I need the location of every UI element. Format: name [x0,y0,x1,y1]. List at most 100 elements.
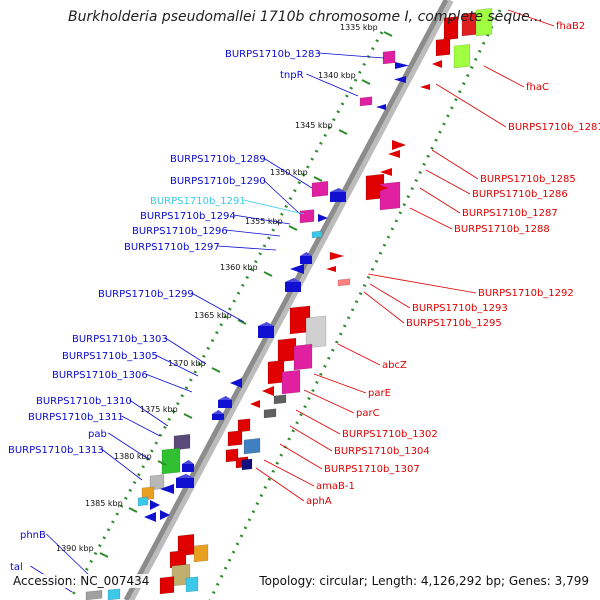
gene-feature [311,230,323,239]
gene-label-right[interactable]: BURPS1710b_1292 [478,288,574,299]
leader-line-left [263,179,301,215]
gene-feature [185,576,199,593]
gene-feature [475,7,493,37]
kbp-tick-mark [361,79,371,85]
leader-line-right [289,425,333,452]
gene-feature [85,590,103,600]
kbp-scale-label: 1335 kbp [340,23,378,32]
gene-label-right[interactable]: BURPS1710b_1281 [508,122,600,133]
gene-feature [277,337,297,363]
gene-label-left[interactable]: phnB [20,530,46,541]
gene-feature-block [182,460,194,472]
gene-arrow [250,400,260,408]
gene-feature [149,474,165,491]
gene-feature [273,394,287,405]
gene-label-left[interactable]: BURPS1710b_1289 [170,154,266,165]
gene-arrow [144,512,156,522]
kbp-tick-mark [263,271,273,277]
kbp-scale-label: 1360 kbp [220,263,258,272]
leader-line-right [367,273,477,294]
gene-label-right[interactable]: parC [356,408,380,419]
leader-line-right [303,389,355,414]
kbp-tick-mark [288,225,298,231]
kbp-scale-label: 1345 kbp [295,121,333,130]
leader-line-left [145,373,193,393]
gene-label-right[interactable]: parE [368,388,391,399]
gene-label-right[interactable]: fhaC [526,82,549,93]
kbp-tick-mark [383,31,393,37]
gene-feature-block [218,396,232,408]
kbp-scale-label: 1350 kbp [270,168,308,177]
leader-line-left [46,533,93,579]
gene-label-left[interactable]: BURPS1710b_1297 [124,242,220,253]
kbp-scale-label: 1340 kbp [318,71,356,80]
gene-label-left[interactable]: BURPS1710b_1305 [62,351,158,362]
gene-feature [453,43,471,69]
gene-label-right[interactable]: BURPS1710b_1307 [324,464,420,475]
kbp-tick-mark [211,367,221,373]
gene-label-right[interactable]: BURPS1710b_1285 [480,174,576,185]
gene-label-left[interactable]: BURPS1710b_1306 [52,370,148,381]
gene-label-right[interactable]: abcZ [382,360,407,371]
gene-label-left[interactable]: BURPS1710b_1303 [72,334,168,345]
gene-label-left[interactable]: BURPS1710b_1299 [98,289,194,300]
gene-feature [193,544,209,563]
gene-feature-highlight [212,410,224,414]
leader-line-right [363,291,405,324]
gene-label-left[interactable]: tnpR [280,70,304,81]
gene-arrow [392,140,406,150]
gene-feature-highlight [285,278,301,282]
gene-feature-block [212,410,224,420]
leader-line-left [129,399,169,427]
gene-label-right[interactable]: fhaB2 [556,21,585,32]
gene-arrow [330,252,344,260]
leader-line-right [435,83,507,128]
leader-line-left [108,432,151,461]
backbone-shadow [126,0,454,600]
gene-label-left[interactable]: BURPS1710b_1291 [150,196,246,207]
gene-label-left[interactable]: BURPS1710b_1294 [140,211,236,222]
leader-line-right [425,169,471,195]
gene-label-left[interactable]: BURPS1710b_1296 [132,226,228,237]
inner-scale-line [208,9,502,600]
gene-label-left[interactable]: BURPS1710b_1310 [36,396,132,407]
gene-label-left[interactable]: tal [10,562,23,573]
gene-label-left[interactable]: BURPS1710b_1283 [225,49,321,60]
gene-label-right[interactable]: BURPS1710b_1286 [472,189,568,200]
gene-label-right[interactable]: BURPS1710b_1293 [412,303,508,314]
gene-feature-highlight [300,252,312,256]
gene-label-left[interactable]: pab [88,429,107,440]
gene-arrow [376,104,386,110]
gene-arrow [262,386,274,396]
gene-label-right[interactable]: BURPS1710b_1304 [334,446,430,457]
kbp-scale-label: 1365 kbp [194,311,232,320]
gene-label-right[interactable]: amaB-1 [316,481,355,492]
gene-label-right[interactable]: BURPS1710b_1295 [406,318,502,329]
kbp-scale-label: 1370 kbp [168,359,206,368]
gene-label-right[interactable]: BURPS1710b_1288 [454,224,550,235]
kbp-tick-mark [99,552,109,558]
leader-line-left [306,73,359,97]
scale-dotted-lines [68,9,502,600]
gene-feature-block [330,188,346,202]
leader-line-left [101,448,143,481]
label-leader-lines [30,9,555,593]
gene-feature-highlight [330,188,346,192]
leader-line-right [337,343,381,366]
gene-label-left[interactable]: BURPS1710b_1313 [8,445,104,456]
map-title: Burkholderia pseudomallei 1710b chromoso… [68,9,544,25]
gene-label-right[interactable]: BURPS1710b_1302 [342,429,438,440]
gene-feature [311,181,329,198]
gene-label-right[interactable]: aphA [306,496,332,507]
gene-label-left[interactable]: BURPS1710b_1290 [170,176,266,187]
gene-feature [299,209,315,224]
kbp-tick-mark [183,413,193,419]
gene-feature-block [258,322,274,338]
gene-feature [379,181,401,211]
gene-feature [237,418,251,433]
gene-labels: BURPS1710b_1283 tnpR BURPS1710b_1289 BURPS1… [8,21,600,573]
gene-feature-highlight [182,460,194,464]
gene-label-left[interactable]: BURPS1710b_1311 [28,412,124,423]
gene-label-right[interactable]: BURPS1710b_1287 [462,208,558,219]
leader-line-right [313,373,367,394]
